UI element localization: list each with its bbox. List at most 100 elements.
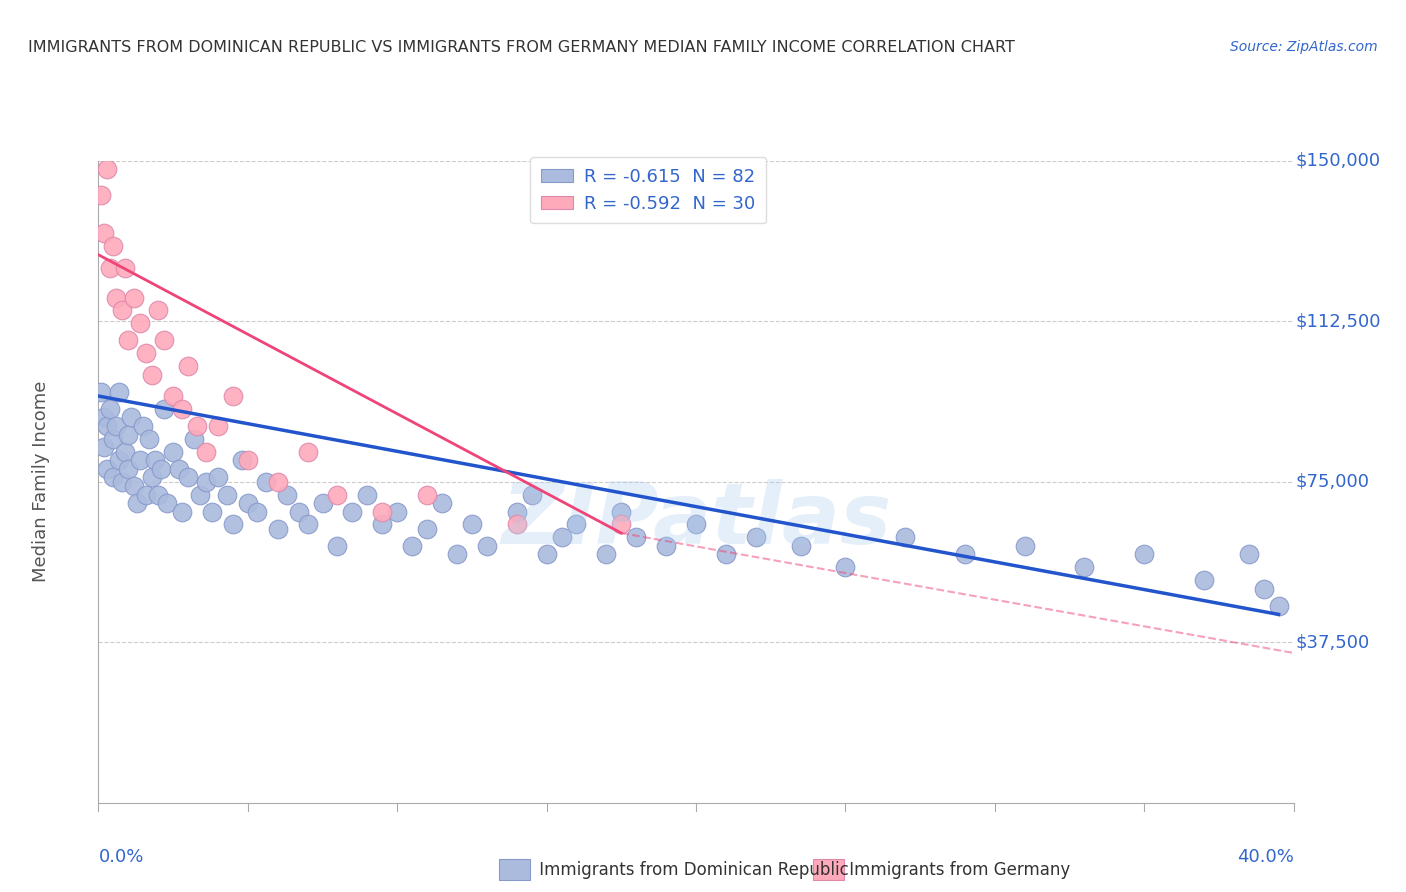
Point	[610, 517, 633, 532]
Point	[201, 505, 224, 519]
Point	[114, 260, 136, 275]
Text: 40.0%: 40.0%	[1237, 847, 1294, 866]
Point	[1073, 560, 1095, 574]
Point	[624, 530, 647, 544]
Point	[475, 539, 498, 553]
Text: Median Family Income: Median Family Income	[32, 381, 51, 582]
Point	[124, 479, 146, 493]
Point	[685, 517, 707, 532]
Point	[135, 487, 157, 501]
Point	[371, 505, 394, 519]
Point	[595, 548, 617, 562]
Point	[1267, 599, 1289, 613]
Point	[153, 401, 176, 416]
Point	[536, 548, 558, 562]
Point	[124, 291, 146, 305]
Point	[401, 539, 423, 553]
Point	[141, 368, 163, 382]
Point	[103, 239, 125, 253]
Point	[132, 419, 155, 434]
Point	[183, 432, 205, 446]
Point	[520, 487, 543, 501]
Point	[108, 453, 131, 467]
Point	[156, 496, 179, 510]
Point	[267, 522, 290, 536]
Point	[186, 419, 208, 434]
Point	[789, 539, 811, 553]
Point	[894, 530, 917, 544]
Point	[90, 187, 112, 202]
Point	[141, 470, 163, 484]
Point	[236, 496, 259, 510]
Point	[127, 496, 149, 510]
Point	[98, 260, 122, 275]
Text: $37,500: $37,500	[1296, 633, 1371, 651]
Point	[120, 410, 142, 425]
Point	[276, 487, 298, 501]
Point	[461, 517, 484, 532]
Text: $112,500: $112,500	[1296, 312, 1382, 330]
Point	[194, 475, 218, 489]
Point	[236, 453, 259, 467]
Point	[153, 334, 176, 348]
Point	[565, 517, 588, 532]
Point	[297, 444, 319, 458]
Point	[416, 487, 439, 501]
Point	[143, 453, 166, 467]
Text: 0.0%: 0.0%	[98, 847, 143, 866]
Point	[96, 462, 118, 476]
Point	[111, 475, 134, 489]
Point	[215, 487, 238, 501]
Point	[714, 548, 737, 562]
Point	[416, 522, 439, 536]
Point	[90, 384, 112, 399]
Point	[117, 462, 139, 476]
Point	[342, 505, 364, 519]
Point	[177, 470, 200, 484]
Text: $150,000: $150,000	[1296, 152, 1381, 169]
Point	[267, 475, 290, 489]
Point	[1192, 573, 1215, 587]
Point	[311, 496, 333, 510]
Point	[98, 401, 122, 416]
Point	[105, 291, 128, 305]
Point	[103, 470, 125, 484]
Point	[172, 401, 194, 416]
Point	[167, 462, 190, 476]
Point	[172, 505, 194, 519]
Point	[148, 303, 170, 318]
Point	[138, 432, 160, 446]
Point	[148, 487, 170, 501]
Point	[231, 453, 253, 467]
Point	[745, 530, 768, 544]
Point	[177, 359, 200, 373]
Text: Source: ZipAtlas.com: Source: ZipAtlas.com	[1230, 40, 1378, 54]
Point	[326, 487, 349, 501]
Point	[207, 470, 229, 484]
Point	[953, 548, 976, 562]
Point	[506, 505, 529, 519]
Point	[111, 303, 134, 318]
Point	[117, 334, 139, 348]
Point	[162, 389, 184, 403]
Point	[93, 227, 115, 241]
Point	[93, 410, 115, 425]
Point	[385, 505, 409, 519]
Point	[1253, 582, 1275, 596]
Point	[108, 384, 131, 399]
Text: $75,000: $75,000	[1296, 473, 1369, 491]
Point	[287, 505, 309, 519]
Point	[135, 346, 157, 360]
Point	[430, 496, 453, 510]
Point	[506, 517, 529, 532]
Point	[326, 539, 349, 553]
Point	[222, 389, 245, 403]
Point	[150, 462, 173, 476]
Legend: R = -0.615  N = 82, R = -0.592  N = 30: R = -0.615 N = 82, R = -0.592 N = 30	[530, 157, 766, 223]
Point	[117, 427, 139, 442]
Point	[188, 487, 211, 501]
Point	[246, 505, 269, 519]
Point	[446, 548, 468, 562]
Point	[93, 441, 115, 455]
Point	[1014, 539, 1036, 553]
